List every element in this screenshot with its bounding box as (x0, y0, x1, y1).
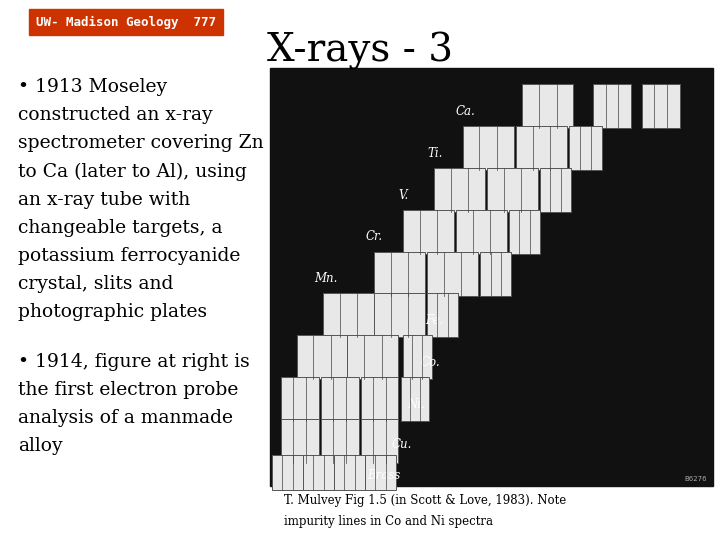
Text: constructed an x-ray: constructed an x-ray (18, 106, 212, 124)
Bar (365, 455, 396, 490)
Text: an x-ray tube with: an x-ray tube with (18, 191, 190, 208)
Bar (400, 377, 429, 421)
Text: spectrometer covering Zn: spectrometer covering Zn (18, 134, 264, 152)
Text: Fe.: Fe. (425, 314, 444, 327)
Text: B6276: B6276 (685, 476, 707, 482)
Bar (569, 126, 602, 170)
Text: • 1914, figure at right is: • 1914, figure at right is (18, 353, 250, 370)
Bar (427, 293, 458, 338)
Bar (434, 168, 485, 212)
Bar (270, 68, 713, 486)
Text: crystal, slits and: crystal, slits and (18, 275, 174, 293)
Bar (321, 377, 359, 421)
Bar (456, 210, 507, 254)
Text: Ti.: Ti. (427, 147, 443, 160)
Text: photographic plates: photographic plates (18, 303, 207, 321)
Bar (297, 335, 348, 379)
Bar (361, 377, 398, 421)
Bar (480, 252, 511, 295)
Text: T. Mulvey Fig 1.5 (in Scott & Love, 1983). Note: T. Mulvey Fig 1.5 (in Scott & Love, 1983… (284, 494, 567, 507)
Bar (509, 210, 540, 254)
Bar (593, 84, 631, 128)
Bar (403, 335, 431, 379)
Bar (463, 126, 513, 170)
Bar (487, 168, 538, 212)
Text: Brass: Brass (367, 469, 400, 482)
Text: Ca.: Ca. (456, 105, 476, 118)
Bar (323, 293, 374, 338)
Text: alloy: alloy (18, 437, 63, 455)
Bar (403, 210, 454, 254)
Bar (281, 377, 319, 421)
Text: potassium ferrocyanide: potassium ferrocyanide (18, 247, 240, 265)
Bar (348, 335, 398, 379)
Bar (374, 252, 425, 295)
Bar (374, 293, 425, 338)
Text: Co.: Co. (420, 356, 440, 369)
Text: Cu.: Cu. (392, 437, 412, 451)
Text: Ni.: Ni. (408, 398, 425, 411)
Bar (540, 168, 571, 212)
Text: Mn.: Mn. (314, 272, 338, 285)
Text: UW- Madison Geology  777: UW- Madison Geology 777 (36, 16, 216, 29)
Text: the first electron probe: the first electron probe (18, 381, 238, 399)
Bar (516, 126, 567, 170)
Text: to Ca (later to Al), using: to Ca (later to Al), using (18, 163, 247, 181)
Bar (642, 84, 680, 128)
Text: X-rays - 3: X-rays - 3 (267, 32, 453, 70)
Bar (281, 419, 319, 463)
Bar (523, 84, 573, 128)
Bar (361, 419, 398, 463)
Text: analysis of a manmade: analysis of a manmade (18, 409, 233, 427)
Text: impurity lines in Co and Ni spectra: impurity lines in Co and Ni spectra (284, 515, 493, 528)
Text: • 1913 Moseley: • 1913 Moseley (18, 78, 167, 96)
Bar (427, 252, 478, 295)
Bar (321, 419, 359, 463)
Bar (272, 455, 303, 490)
Text: V.: V. (398, 188, 409, 201)
Text: Cr.: Cr. (365, 231, 382, 244)
Bar (29, 9, 223, 35)
Text: changeable targets, a: changeable targets, a (18, 219, 222, 237)
Bar (303, 455, 334, 490)
Bar (334, 455, 365, 490)
